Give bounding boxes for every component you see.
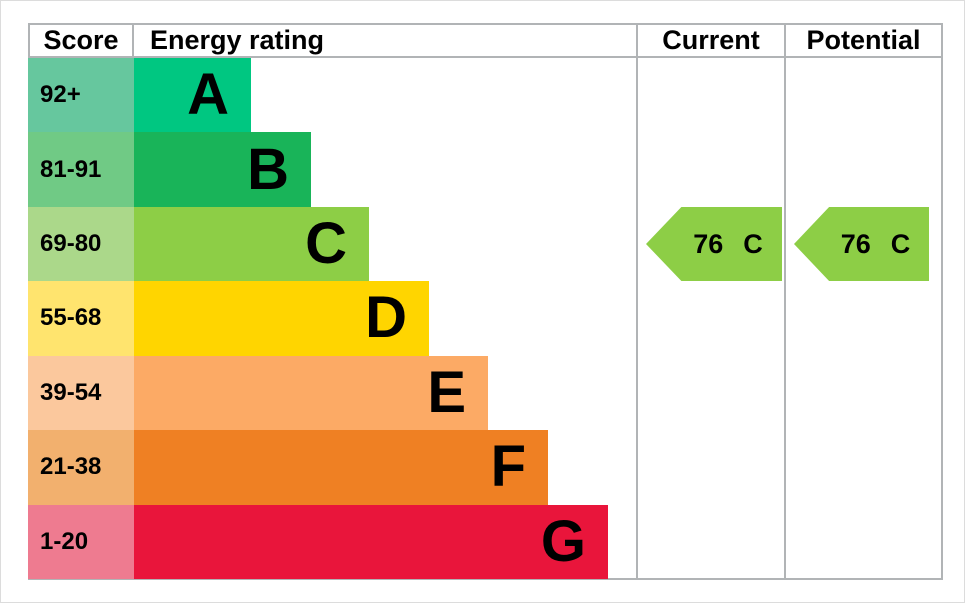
potential-rating-band: C: [890, 228, 911, 259]
band-letter: B: [247, 136, 289, 202]
table-border-score-divider: [132, 23, 134, 58]
column-header-current: Current: [662, 25, 760, 55]
table-border-potential-divider: [784, 23, 786, 580]
potential-rating-arrow: 76 C: [794, 207, 929, 281]
table-border-current-divider: [636, 23, 638, 580]
band-bar-c: C: [134, 206, 369, 282]
column-header-energy-rating: Energy rating: [150, 25, 325, 55]
table-border-header-bottom: [28, 56, 943, 58]
current-rating-arrow: 76 C: [646, 207, 782, 281]
current-rating-band: C: [743, 228, 763, 259]
band-score-range: 69-80: [28, 206, 134, 282]
table-border-right: [941, 23, 943, 580]
band-bar-b: B: [134, 132, 311, 207]
column-header-score: Score: [43, 25, 119, 55]
band-letter: E: [427, 359, 466, 425]
band-bar-e: E: [134, 355, 488, 431]
band-letter: D: [365, 285, 407, 351]
potential-rating-value: 76: [840, 228, 871, 259]
band-letter: G: [540, 508, 586, 574]
table-border-left: [28, 23, 30, 58]
table-border-bottom: [28, 578, 943, 580]
band-letter: C: [305, 211, 347, 277]
band-bar-g: G: [134, 504, 608, 579]
band-bar-f: F: [134, 430, 548, 505]
band-bar-a: A: [134, 58, 251, 133]
band-score-range: 92+: [28, 58, 134, 133]
band-score-range: 81-91: [28, 132, 134, 207]
band-score-range: 1-20: [28, 504, 134, 579]
band-score-range: 39-54: [28, 355, 134, 431]
band-letter: A: [187, 62, 229, 128]
band-score-range: 55-68: [28, 281, 134, 356]
table-border-top: [28, 23, 943, 25]
band-letter: F: [490, 434, 526, 500]
band-bar-d: D: [134, 281, 429, 356]
column-header-potential: Potential: [806, 25, 921, 55]
band-score-range: 21-38: [28, 430, 134, 505]
current-rating-value: 76: [693, 228, 724, 259]
